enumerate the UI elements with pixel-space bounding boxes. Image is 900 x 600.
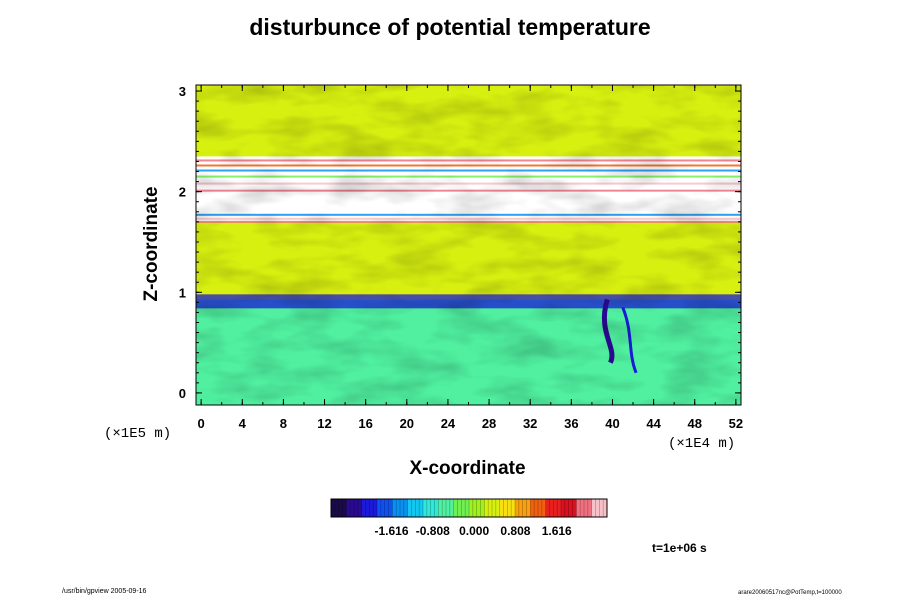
x-tick-label: 28 <box>482 416 496 431</box>
x-tick-label: 16 <box>358 416 372 431</box>
x-tick-label: 36 <box>564 416 578 431</box>
y-axis-label: Z-coordinate <box>141 186 162 302</box>
colorbar-cell <box>561 499 577 517</box>
x-axis-ticks: 0 4 8 12 16 20 24 28 32 36 40 44 48 52 <box>198 85 743 431</box>
x-tick-label: 4 <box>239 416 247 431</box>
time-annotation: t=1e+06 s <box>652 541 707 555</box>
colorbar-cell <box>530 499 547 517</box>
colorbar-cell <box>576 499 593 517</box>
colorbar-frame <box>330 498 608 518</box>
colorbar-cell <box>361 499 378 517</box>
colorbar-cell <box>591 499 608 517</box>
footer-left: /usr/bin/gpview 2005-09-16 <box>62 588 147 595</box>
colorbar-cell <box>377 499 393 517</box>
x-tick-label: 0 <box>198 416 205 431</box>
colorbar-tick-label: 0.000 <box>459 524 489 538</box>
z-axis-ticks: 0 1 2 3 <box>179 84 741 401</box>
colorbar-cell <box>469 499 485 517</box>
x-unit-label: (×1E4 m) <box>668 436 736 452</box>
colorbar-cell <box>499 499 516 517</box>
z-tick-label: 2 <box>179 185 186 200</box>
chart-title: disturbunce of potential temperature <box>249 14 651 40</box>
colorbar-tick-label: 0.808 <box>500 524 530 538</box>
colorbar-cell <box>346 499 363 517</box>
texture <box>196 85 741 405</box>
colorbar-tick-label: 1.616 <box>542 524 572 538</box>
z-tick-label: 0 <box>179 386 186 401</box>
colorbar-cell <box>484 499 501 517</box>
x-tick-label: 52 <box>729 416 743 431</box>
colorbar: -1.616 -0.808 0.000 0.808 1.616 <box>330 498 608 538</box>
x-tick-label: 24 <box>441 416 456 431</box>
x-tick-label: 20 <box>400 416 414 431</box>
x-tick-label: 32 <box>523 416 537 431</box>
colorbar-cell <box>392 499 409 517</box>
x-tick-label: 44 <box>646 416 661 431</box>
colorbar-cell <box>407 499 424 517</box>
z-unit-label: (×1E5 m) <box>104 426 172 442</box>
colorbar-cell <box>453 499 470 517</box>
x-tick-label: 12 <box>317 416 331 431</box>
field-layer <box>196 85 741 405</box>
colorbar-cell <box>545 499 562 517</box>
colorbar-tick-label: -1.616 <box>374 524 408 538</box>
colorbar-cell <box>423 499 439 517</box>
z-tick-label: 1 <box>179 285 186 300</box>
x-tick-label: 48 <box>687 416 701 431</box>
x-tick-label: 40 <box>605 416 619 431</box>
x-tick-label: 8 <box>280 416 287 431</box>
colorbar-cell <box>438 499 455 517</box>
footer-right: arare20060517nc@PotTemp,t=100000 <box>738 590 842 596</box>
z-tick-label: 3 <box>179 84 186 99</box>
colorbar-cell <box>331 499 347 517</box>
colorbar-cell <box>515 499 531 517</box>
x-axis-label: X-coordinate <box>409 458 526 479</box>
colorbar-tick-label: -0.808 <box>416 524 450 538</box>
